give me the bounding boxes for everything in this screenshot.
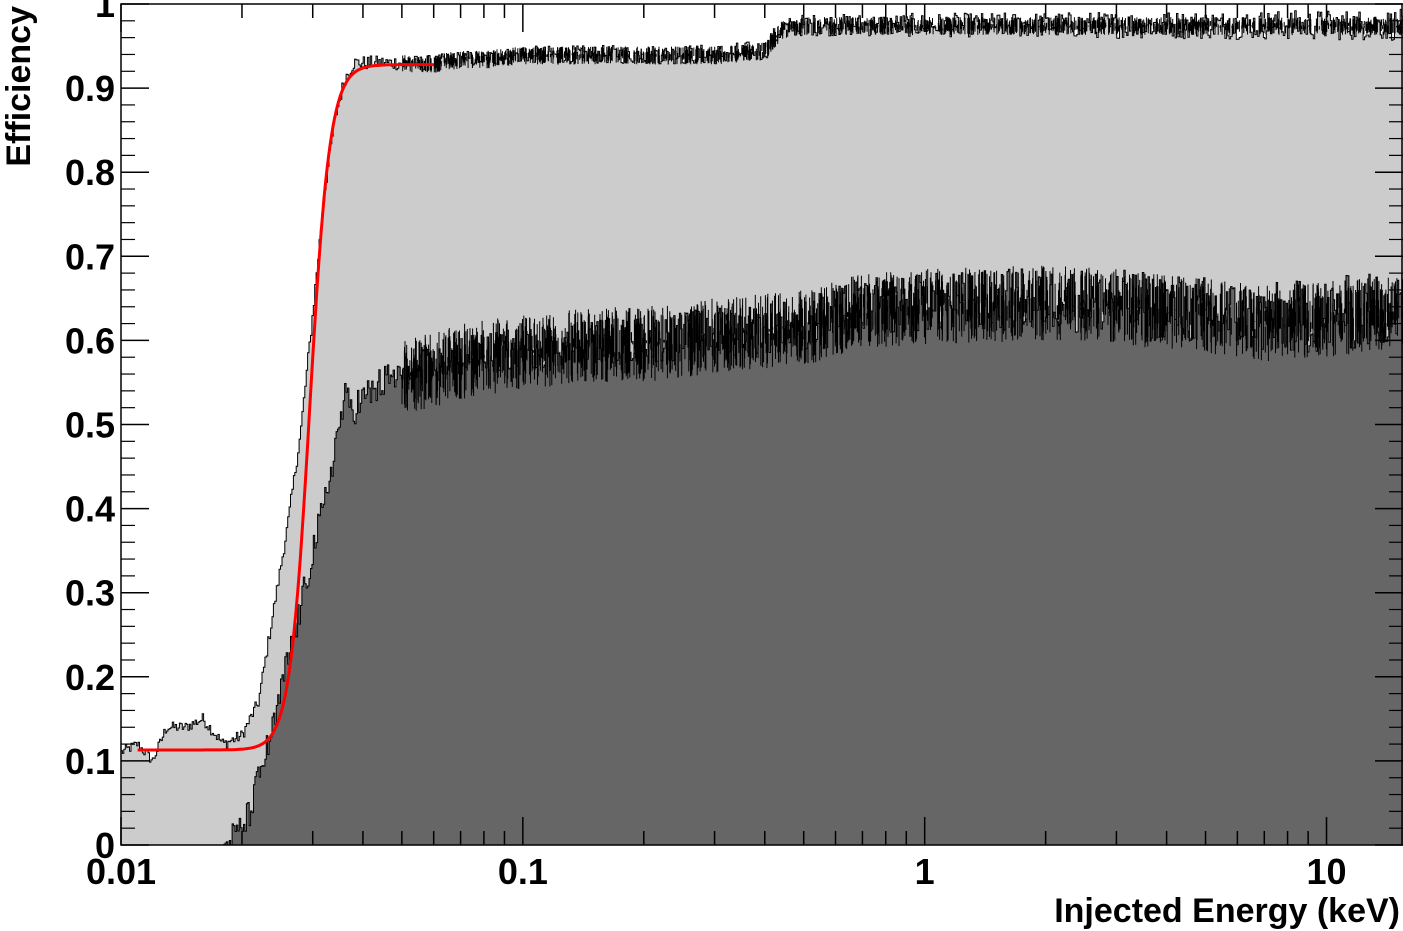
histogram-noise-1 (402, 17, 1403, 73)
y-tick-label: 0.4 (65, 489, 115, 530)
x-tick-label: 10 (1306, 851, 1346, 892)
axes (120, 3, 1403, 846)
histogram-outline-2 (121, 268, 1403, 846)
y-tick-label: 0.1 (65, 741, 115, 782)
tick-labels: 0 0.1 0.2 0.3 0.4 0.5 0.6 0.7 0.8 0.9 1 0.01 0.1 1 10 (65, 0, 1347, 892)
fit-curve (137, 63, 434, 752)
y-tick-label: 0.7 (65, 236, 115, 277)
x-tick-label: 1 (915, 851, 935, 892)
x-tick-label: 0.01 (86, 851, 156, 892)
plot-area (121, 8, 1403, 846)
y-tick-label: 0.8 (65, 152, 115, 193)
y-tick-label: 0.6 (65, 320, 115, 361)
y-tick-label: 1 (95, 0, 115, 25)
y-axis-title: Efficiency (0, 6, 38, 167)
y-tick-label: 0.5 (65, 405, 115, 446)
y-tick-label: 0.3 (65, 573, 115, 614)
histogram-fill-2 (121, 269, 1403, 845)
y-tick-label: 0.2 (65, 657, 115, 698)
histogram-noise-2 (401, 265, 1403, 411)
x-axis-title: Injected Energy (keV) (1054, 892, 1400, 930)
y-tick-label: 0.9 (65, 68, 115, 109)
y-tick-label: 0 (95, 825, 115, 866)
x-tick-label: 0.1 (498, 851, 548, 892)
